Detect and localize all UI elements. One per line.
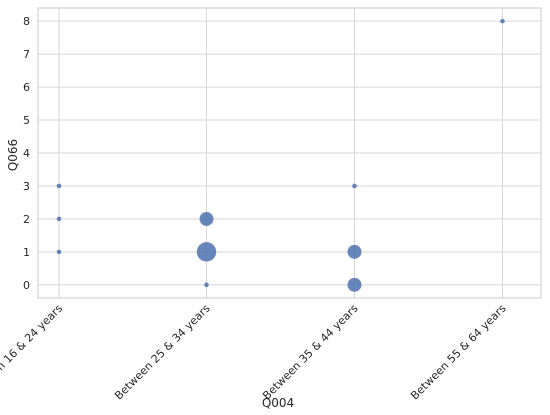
x-tick-label: Between 25 & 34 years: [112, 302, 213, 403]
data-point: [56, 216, 62, 222]
y-tick-label: 5: [23, 114, 30, 127]
data-point: [204, 282, 209, 288]
y-tick-label: 6: [23, 81, 30, 94]
y-tick-label: 4: [23, 147, 30, 160]
data-point: [352, 183, 357, 189]
y-tick-label: 0: [23, 279, 30, 292]
y-tick-label: 3: [23, 180, 30, 193]
data-point: [56, 183, 62, 189]
x-tick-label: Between 55 & 64 years: [408, 302, 509, 403]
data-point: [56, 249, 62, 255]
grid-lines: [38, 8, 541, 298]
x-tick-label: Between 35 & 44 years: [260, 302, 361, 403]
y-tick-labels: 0 1 2 3 4 5 6 7 8: [23, 15, 30, 292]
y-axis-label: Q066: [6, 139, 20, 171]
data-point: [347, 277, 362, 292]
x-tick-label: Between 16 & 24 years: [0, 302, 65, 403]
y-tick-label: 2: [23, 213, 30, 226]
data-point: [196, 242, 217, 262]
data-point: [500, 18, 505, 24]
data-point: [347, 244, 362, 259]
data-points: [56, 18, 505, 292]
y-tick-label: 7: [23, 48, 30, 61]
y-tick-label: 1: [23, 246, 30, 259]
data-point: [199, 211, 214, 226]
x-axis-label: Q004: [262, 396, 294, 410]
plot-frame: [37, 7, 542, 299]
x-tick-labels: Between 16 & 24 years Between 25 & 34 yea…: [0, 302, 509, 403]
y-tick-label: 8: [23, 15, 30, 28]
